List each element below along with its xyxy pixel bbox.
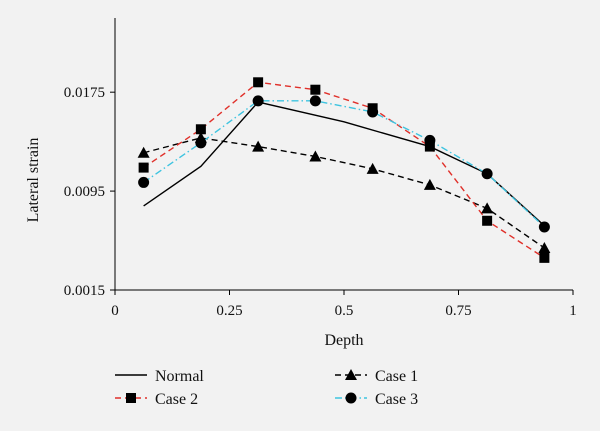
data-point-case-2 [138,162,149,173]
data-point-case-3 [424,134,436,146]
data-point-case-1 [137,146,150,158]
x-tick-label: 0.5 [335,303,354,319]
data-point-case-1 [423,178,436,190]
data-point-case-2 [539,252,550,263]
data-point-case-1 [252,140,265,152]
x-axis-ticks: 0 0.25 0.5 0.75 1 [111,290,577,319]
y-tick-label: 0.0015 [64,283,105,299]
data-point-case-3 [367,106,379,118]
data-point-case-1 [366,162,379,174]
y-axis-ticks: 0.0015 0.0095 0.0175 [64,85,115,299]
data-point-case-2 [195,124,206,135]
data-point-case-3 [481,168,493,180]
x-axis-title: Depth [324,332,363,349]
data-point-case-3 [195,137,207,149]
data-point-case-1 [309,150,322,162]
x-tick-label: 1 [569,303,577,319]
x-tick-label: 0 [111,303,119,319]
data-point-case-2 [310,84,321,95]
data-point-case-1 [538,241,551,253]
legend-item-case-2: Case 2 [115,391,198,408]
x-tick-label: 0.75 [445,303,471,319]
data-point-case-3 [538,221,550,233]
data-point-case-2 [482,215,493,226]
legend-marker-case-3 [345,392,357,404]
legend-marker-case-2 [126,393,136,403]
plot-area: 0 0.25 0.5 0.75 1 0.0015 0.0095 0.0175 [64,18,577,319]
legend-label: Case 2 [155,391,198,408]
legend-label: Case 3 [375,391,418,408]
data-point-case-2 [253,77,264,88]
data-point-case-3 [252,95,264,107]
data-point-case-3 [309,95,321,107]
series-line-case-1 [143,137,545,249]
data-point-case-3 [138,176,150,188]
legend: Normal Case 1 Case 2 Case 3 [115,368,418,408]
legend-marker-case-1 [345,369,357,380]
y-tick-label: 0.0095 [64,184,105,200]
legend-item-case-3: Case 3 [335,391,418,408]
legend-label: Normal [155,368,204,385]
series-markers [137,77,551,263]
data-point-case-2 [424,141,435,152]
data-point-case-1 [481,202,494,214]
series-line-case-2 [143,81,545,259]
y-tick-label: 0.0175 [64,85,105,101]
legend-item-case-1: Case 1 [335,368,418,385]
y-axis-title: Lateral strain [25,138,42,223]
legend-item-normal: Normal [115,368,204,385]
legend-label: Case 1 [375,368,418,385]
x-tick-label: 0.25 [216,303,242,319]
